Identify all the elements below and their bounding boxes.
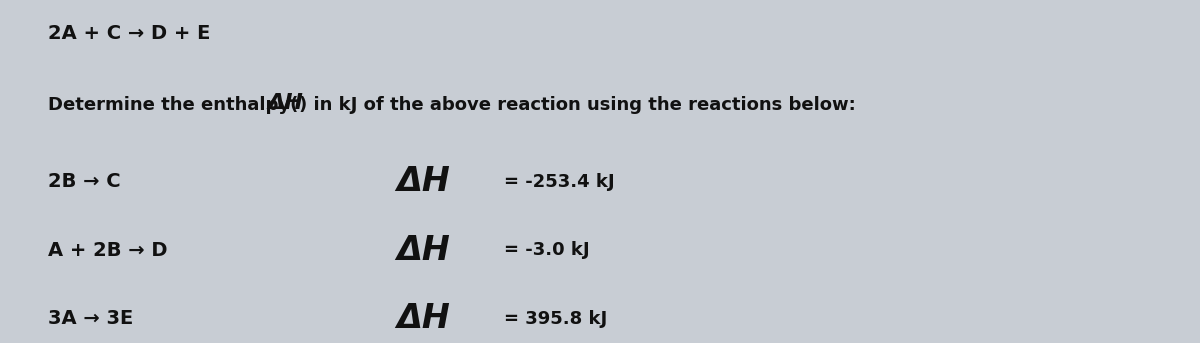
Text: A + 2B → D: A + 2B → D <box>48 241 168 260</box>
Text: ΔH: ΔH <box>396 234 450 267</box>
Text: = -3.0 kJ: = -3.0 kJ <box>504 241 589 259</box>
Text: 2B → C: 2B → C <box>48 172 121 191</box>
Text: = 395.8 kJ: = 395.8 kJ <box>504 310 607 328</box>
Text: Determine the enthalpy(: Determine the enthalpy( <box>48 96 299 114</box>
Text: ΔH: ΔH <box>396 165 450 198</box>
Text: ΔH: ΔH <box>396 303 450 335</box>
Text: = -253.4 kJ: = -253.4 kJ <box>504 173 614 191</box>
Text: 2A + C → D + E: 2A + C → D + E <box>48 24 210 43</box>
Text: ΔH: ΔH <box>268 93 304 113</box>
Text: 3A → 3E: 3A → 3E <box>48 309 133 329</box>
Text: ) in kJ of the above reaction using the reactions below:: ) in kJ of the above reaction using the … <box>299 96 856 114</box>
